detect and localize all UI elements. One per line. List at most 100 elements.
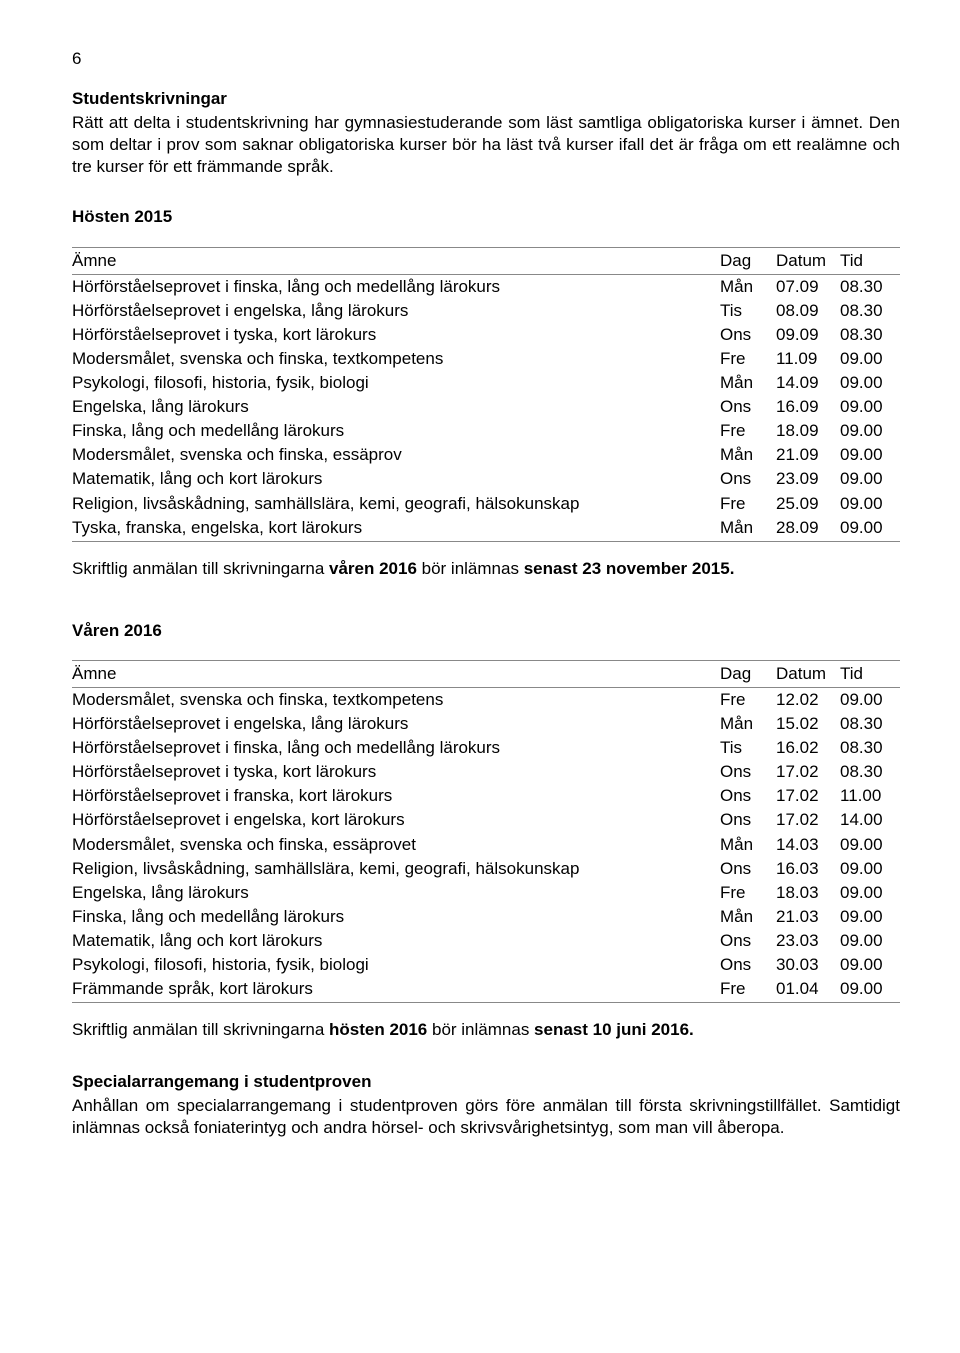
cell-day: Fre [720, 347, 776, 371]
table-row: Engelska, lång lärokurs Fre 18.03 09.00 [72, 881, 900, 905]
cell-subject: Hörförståelseprovet i franska, kort läro… [72, 784, 720, 808]
cell-date: 18.09 [776, 419, 840, 443]
cell-subject: Matematik, lång och kort lärokurs [72, 467, 720, 491]
cell-day: Ons [720, 323, 776, 347]
cell-subject: Modersmålet, svenska och finska, essäpro… [72, 443, 720, 467]
cell-time: 09.00 [840, 492, 900, 516]
col-header-time: Tid [840, 247, 900, 274]
schedule-table-hosten: Ämne Dag Datum Tid Hörförståelseprovet i… [72, 247, 900, 542]
table-row: Hörförståelseprovet i engelska, kort lär… [72, 808, 900, 832]
cell-subject: Finska, lång och medellång lärokurs [72, 905, 720, 929]
cell-day: Fre [720, 977, 776, 1003]
table-body-varen: Modersmålet, svenska och finska, textkom… [72, 687, 900, 1002]
cell-date: 17.02 [776, 808, 840, 832]
cell-date: 09.09 [776, 323, 840, 347]
table-row: Hörförståelseprovet i engelska, lång lär… [72, 712, 900, 736]
table-row: Psykologi, filosofi, historia, fysik, bi… [72, 371, 900, 395]
cell-time: 09.00 [840, 881, 900, 905]
cell-date: 23.03 [776, 929, 840, 953]
cell-day: Ons [720, 784, 776, 808]
cell-subject: Engelska, lång lärokurs [72, 395, 720, 419]
heading-varen: Våren 2016 [72, 620, 900, 642]
heading-hosten: Hösten 2015 [72, 206, 900, 228]
cell-day: Ons [720, 929, 776, 953]
page-number: 6 [72, 48, 900, 70]
cell-subject: Hörförståelseprovet i engelska, lång lär… [72, 712, 720, 736]
cell-time: 08.30 [840, 299, 900, 323]
cell-time: 08.30 [840, 712, 900, 736]
cell-subject: Psykologi, filosofi, historia, fysik, bi… [72, 953, 720, 977]
cell-time: 09.00 [840, 833, 900, 857]
cell-date: 16.09 [776, 395, 840, 419]
cell-subject: Hörförståelseprovet i tyska, kort läroku… [72, 323, 720, 347]
cell-time: 08.30 [840, 274, 900, 299]
cell-day: Mån [720, 712, 776, 736]
schedule-table-varen: Ämne Dag Datum Tid Modersmålet, svenska … [72, 660, 900, 1003]
cell-time: 09.00 [840, 516, 900, 542]
cell-subject: Engelska, lång lärokurs [72, 881, 720, 905]
heading-special: Specialarrangemang i studentproven [72, 1071, 900, 1093]
special-paragraph: Anhållan om specialarrangemang i student… [72, 1095, 900, 1139]
cell-time: 09.00 [840, 467, 900, 491]
table-row: Engelska, lång lärokurs Ons 16.09 09.00 [72, 395, 900, 419]
cell-date: 23.09 [776, 467, 840, 491]
cell-date: 16.02 [776, 736, 840, 760]
cell-subject: Modersmålet, svenska och finska, essäpro… [72, 833, 720, 857]
cell-date: 07.09 [776, 274, 840, 299]
cell-day: Tis [720, 299, 776, 323]
cell-date: 16.03 [776, 857, 840, 881]
table-header-row: Ämne Dag Datum Tid [72, 247, 900, 274]
cell-time: 09.00 [840, 395, 900, 419]
cell-day: Ons [720, 760, 776, 784]
cell-date: 01.04 [776, 977, 840, 1003]
cell-time: 08.30 [840, 323, 900, 347]
cell-date: 14.03 [776, 833, 840, 857]
cell-time: 08.30 [840, 760, 900, 784]
cell-day: Ons [720, 467, 776, 491]
table-row: Hörförståelseprovet i finska, lång och m… [72, 274, 900, 299]
cell-time: 09.00 [840, 443, 900, 467]
cell-time: 08.30 [840, 736, 900, 760]
cell-day: Mån [720, 443, 776, 467]
table-row: Modersmålet, svenska och finska, essäpro… [72, 443, 900, 467]
cell-subject: Psykologi, filosofi, historia, fysik, bi… [72, 371, 720, 395]
cell-date: 18.03 [776, 881, 840, 905]
cell-day: Fre [720, 492, 776, 516]
cell-subject: Hörförståelseprovet i finska, lång och m… [72, 736, 720, 760]
cell-day: Mån [720, 905, 776, 929]
cell-day: Ons [720, 953, 776, 977]
table-row: Modersmålet, svenska och finska, textkom… [72, 687, 900, 712]
cell-subject: Matematik, lång och kort lärokurs [72, 929, 720, 953]
cell-date: 12.02 [776, 687, 840, 712]
col-header-day: Dag [720, 660, 776, 687]
cell-day: Fre [720, 687, 776, 712]
cell-day: Tis [720, 736, 776, 760]
col-header-time: Tid [840, 660, 900, 687]
cell-day: Fre [720, 881, 776, 905]
table-row: Hörförståelseprovet i finska, lång och m… [72, 736, 900, 760]
cell-date: 21.09 [776, 443, 840, 467]
cell-day: Fre [720, 419, 776, 443]
cell-date: 28.09 [776, 516, 840, 542]
cell-day: Mån [720, 833, 776, 857]
cell-time: 09.00 [840, 687, 900, 712]
intro-paragraph: Rätt att delta i studentskrivning har gy… [72, 112, 900, 178]
cell-subject: Hörförståelseprovet i engelska, kort lär… [72, 808, 720, 832]
cell-subject: Hörförståelseprovet i engelska, lång lär… [72, 299, 720, 323]
table-row: Hörförståelseprovet i franska, kort läro… [72, 784, 900, 808]
cell-time: 09.00 [840, 977, 900, 1003]
cell-subject: Finska, lång och medellång lärokurs [72, 419, 720, 443]
cell-time: 09.00 [840, 371, 900, 395]
table-row: Främmande språk, kort lärokurs Fre 01.04… [72, 977, 900, 1003]
cell-day: Mån [720, 516, 776, 542]
cell-subject: Religion, livsåskådning, samhällslära, k… [72, 492, 720, 516]
note-hosten: Skriftlig anmälan till skrivningarna vår… [72, 558, 900, 580]
col-header-subject: Ämne [72, 660, 720, 687]
table-row: Hörförståelseprovet i engelska, lång lär… [72, 299, 900, 323]
table-row: Religion, livsåskådning, samhällslära, k… [72, 857, 900, 881]
cell-time: 09.00 [840, 929, 900, 953]
col-header-date: Datum [776, 660, 840, 687]
cell-subject: Modersmålet, svenska och finska, textkom… [72, 687, 720, 712]
cell-subject: Religion, livsåskådning, samhällslära, k… [72, 857, 720, 881]
table-row: Modersmålet, svenska och finska, essäpro… [72, 833, 900, 857]
